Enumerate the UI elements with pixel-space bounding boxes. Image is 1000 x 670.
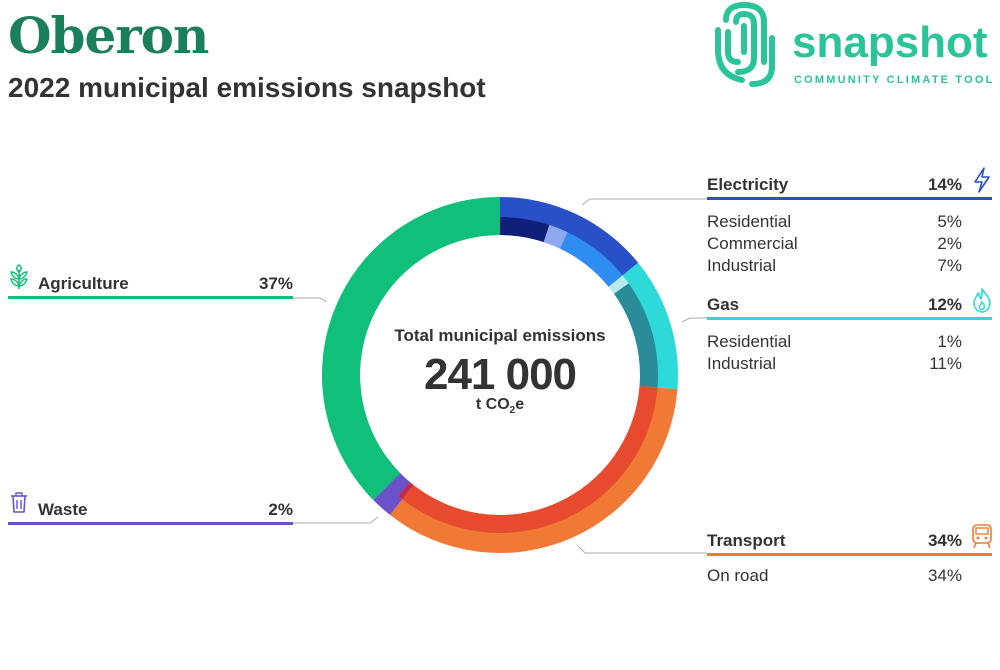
donut-subslice-agriculture-0 [342, 217, 500, 486]
sector-percent: 37% [258, 274, 293, 293]
donut-subslice-electricity-1 [543, 224, 568, 249]
sub-percent: 5% [937, 212, 962, 231]
sector-bar [8, 522, 293, 525]
train-icon [972, 524, 992, 549]
donut-subslice-waste-0 [398, 482, 414, 500]
flame-icon [973, 288, 991, 313]
lightning-icon [974, 167, 990, 193]
donut-center: Total municipal emissions 241 000 t CO2e [380, 326, 620, 416]
plant-icon [10, 264, 28, 289]
total-value: 241 000 [423, 350, 577, 399]
sector-percent: 14% [927, 175, 962, 194]
donut-subslice-electricity-0 [500, 217, 550, 242]
total-unit: t CO2e [475, 396, 525, 417]
sector-bar [707, 317, 992, 320]
fingerprint-icon [715, 1, 775, 87]
donut-subslice-gas-0 [608, 275, 629, 294]
donut-subslice-transport-0 [402, 386, 658, 533]
donut-subslice-waste-1 [387, 473, 411, 497]
sector-percent: 2% [268, 500, 293, 519]
sector-electricity: Electricity 14% Residential 5% Commercial… [707, 167, 992, 276]
sector-name: Waste [38, 500, 88, 519]
donut-subslice-electricity-2 [560, 232, 623, 287]
sector-bar [707, 553, 992, 556]
sub-row: Industrial 11% [707, 352, 992, 374]
sub-name: Industrial [707, 354, 776, 373]
sector-agriculture: Agriculture 37% [8, 264, 293, 299]
trash-icon [11, 492, 27, 513]
logo-tagline: COMMUNITY CLIMATE TOOL [794, 74, 995, 86]
leader-agriculture [293, 297, 328, 303]
sector-name: Electricity [707, 175, 789, 194]
sub-name: Commercial [707, 234, 798, 253]
donut-subslice-gas-1 [614, 283, 658, 388]
sub-name: Residential [707, 212, 792, 231]
sub-percent: 1% [937, 332, 962, 351]
sector-waste: Waste 2% [8, 492, 293, 525]
sector-name: Gas [707, 295, 740, 314]
sector-bar [707, 197, 992, 200]
sub-row: On road 34% [707, 564, 992, 586]
sub-name: On road [707, 566, 769, 585]
leader-electricity [581, 198, 707, 206]
sector-percent: 12% [927, 295, 962, 314]
leader-transport [577, 545, 707, 554]
sector-bar [8, 296, 293, 299]
sub-row: Residential 1% [707, 330, 992, 352]
sub-name: Industrial [707, 256, 776, 275]
sector-transport: Transport 34% On road 34% [707, 524, 992, 586]
snapshot-logo: snapshot COMMUNITY CLIMATE TOOL [712, 0, 1000, 95]
leader-waste [293, 516, 379, 524]
sector-name: Transport [707, 531, 786, 550]
sector-gas: Gas 12% Residential 1% Industrial 11% [707, 288, 992, 374]
sub-percent: 7% [937, 256, 962, 275]
sub-row: Industrial 7% [707, 254, 992, 276]
sub-row: Residential 5% [707, 210, 992, 232]
sector-percent: 34% [927, 531, 962, 550]
sector-name: Agriculture [38, 274, 129, 293]
sub-name: Residential [707, 332, 792, 351]
page-subtitle: 2022 municipal emissions snapshot [8, 72, 486, 103]
logo-wordmark: snapshot [792, 18, 988, 67]
sub-percent: 2% [937, 234, 962, 253]
page-title: Oberon [8, 6, 209, 65]
total-label: Total municipal emissions [394, 326, 606, 345]
sub-percent: 11% [929, 354, 962, 373]
sub-percent: 34% [927, 566, 962, 585]
leader-gas [681, 317, 707, 323]
sub-row: Commercial 2% [707, 232, 992, 254]
